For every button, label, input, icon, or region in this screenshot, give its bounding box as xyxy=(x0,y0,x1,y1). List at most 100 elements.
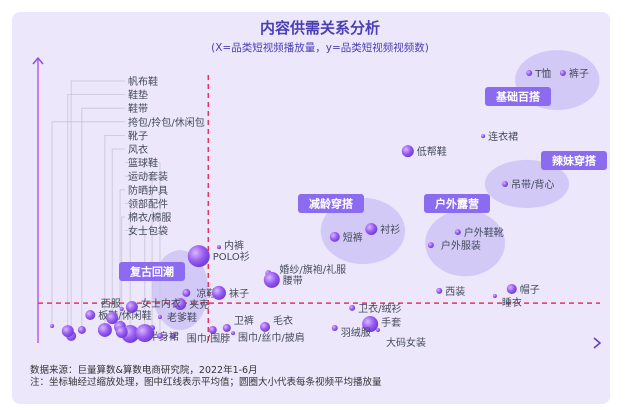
bubble xyxy=(263,271,280,288)
point-label: 围巾/丝巾/披肩 xyxy=(238,331,305,344)
bubble xyxy=(362,316,379,333)
point-label: 腰带 xyxy=(283,275,303,287)
bubble xyxy=(106,312,119,325)
bubble xyxy=(454,229,461,236)
point-label: 防晒护具 xyxy=(128,184,168,197)
point-label: 户外鞋靴 xyxy=(464,226,504,239)
point-label: 女士包袋 xyxy=(128,225,168,238)
bubble xyxy=(157,314,162,319)
leader-line xyxy=(70,80,125,336)
point-label: 帽子 xyxy=(520,283,540,296)
point-label: 卫裤 xyxy=(234,314,254,327)
bubble xyxy=(156,332,163,339)
point-label: 袜子 xyxy=(229,287,249,300)
group-tag-label: 减龄穿搭 xyxy=(309,197,354,211)
x-axis-arrow xyxy=(593,337,602,349)
point-label: 风衣 xyxy=(128,143,148,156)
bubble xyxy=(97,322,112,337)
point-label: 连衣裙 xyxy=(488,130,518,143)
point-label: 女士内衣 xyxy=(141,297,181,310)
bubble xyxy=(222,324,231,333)
bubble xyxy=(174,297,187,310)
bubble xyxy=(85,309,96,320)
group-tag-label: 户外露营 xyxy=(435,197,479,211)
point-label: 板鞋/休闲鞋 xyxy=(98,309,151,322)
point-label: POLO衫 xyxy=(213,251,250,263)
bubble xyxy=(187,245,210,268)
bubble xyxy=(211,285,226,300)
leader-line xyxy=(104,134,125,330)
leader-line xyxy=(121,216,125,332)
point-label: 篮球鞋 xyxy=(128,157,158,170)
bubble xyxy=(216,245,221,250)
group-tag xyxy=(119,262,185,281)
leader-line xyxy=(119,189,125,327)
point-label: 婚纱/旗袍/礼服 xyxy=(279,263,346,276)
bubble xyxy=(492,294,497,299)
group-ellipse xyxy=(425,209,506,277)
leader-line xyxy=(125,202,131,334)
point-label: 短裤 xyxy=(343,231,363,244)
footnote: 注：坐标轴经过缩放处理，图中红线表示平均值；圆圈大小代表每条视频平均播放量 xyxy=(30,377,382,388)
point-label: 帆布鞋 xyxy=(128,75,158,88)
group-tag-label: 辣妹穿搭 xyxy=(552,154,597,168)
point-label: 西服 xyxy=(101,298,121,310)
point-label: 半身裙 xyxy=(149,330,179,343)
bubble xyxy=(61,325,74,338)
bubble xyxy=(331,325,338,332)
bubble xyxy=(427,242,434,249)
leader-line xyxy=(51,121,125,327)
bubble xyxy=(481,134,486,139)
point-label: T恤 xyxy=(534,67,551,80)
point-label: 运动套装 xyxy=(128,170,168,183)
point-label: 手套 xyxy=(381,316,401,329)
point-label: 羽绒服 xyxy=(341,326,371,339)
group-tag-label: 基础百搭 xyxy=(495,90,541,104)
point-label: 裤子 xyxy=(569,67,589,80)
group-tag xyxy=(424,194,490,213)
bubble xyxy=(436,287,443,294)
group-tag xyxy=(485,87,551,106)
group-tag-label: 复古回潮 xyxy=(129,265,174,279)
point-label: 户外服装 xyxy=(441,239,481,252)
point-label: 吊带/背心 xyxy=(511,178,554,191)
point-label: 低帮鞋 xyxy=(417,145,447,158)
bubble xyxy=(349,304,356,311)
point-label: 领部配件 xyxy=(128,197,168,210)
leader-line xyxy=(81,107,125,330)
bubble xyxy=(119,307,124,312)
point-label: 鞋带 xyxy=(128,102,148,115)
chart-subtitle: (X=品类短视频播放量，y=品类短视频视频数) xyxy=(211,42,429,54)
bubble xyxy=(365,222,378,235)
bubble xyxy=(260,321,271,332)
bubble xyxy=(135,324,154,343)
point-label: 毛衣 xyxy=(273,314,293,327)
bubble xyxy=(77,325,86,334)
chart-title: 内容供需关系分析 xyxy=(259,19,380,37)
group-tag xyxy=(298,194,364,213)
point-label: 凉鞋 xyxy=(196,287,216,300)
group-tag xyxy=(541,151,607,170)
point-label: 围巾/围脖 xyxy=(187,332,230,345)
leader-line xyxy=(111,148,125,319)
point-label: 衬衫 xyxy=(380,223,400,236)
point-label: 鞋垫 xyxy=(128,89,148,102)
point-label: 内裤 xyxy=(224,239,244,252)
point-label: 靴子 xyxy=(128,129,148,142)
point-label: 西装 xyxy=(445,285,465,298)
bubble xyxy=(401,145,414,158)
data-source: 数据来源：巨量算数&算数电商研究院，2022年1-6月 xyxy=(30,365,258,376)
bubble xyxy=(208,325,217,334)
bubble xyxy=(182,288,191,297)
group-ellipse xyxy=(320,197,405,265)
point-label: 老爹鞋 xyxy=(167,311,197,324)
point-label: 夹克 xyxy=(189,298,209,311)
bubble xyxy=(169,332,176,339)
bubble xyxy=(329,231,340,242)
bubble xyxy=(502,180,509,187)
bubble xyxy=(115,325,128,338)
bubble xyxy=(125,301,138,314)
group-ellipse xyxy=(484,159,570,209)
y-axis-arrow xyxy=(32,56,44,65)
